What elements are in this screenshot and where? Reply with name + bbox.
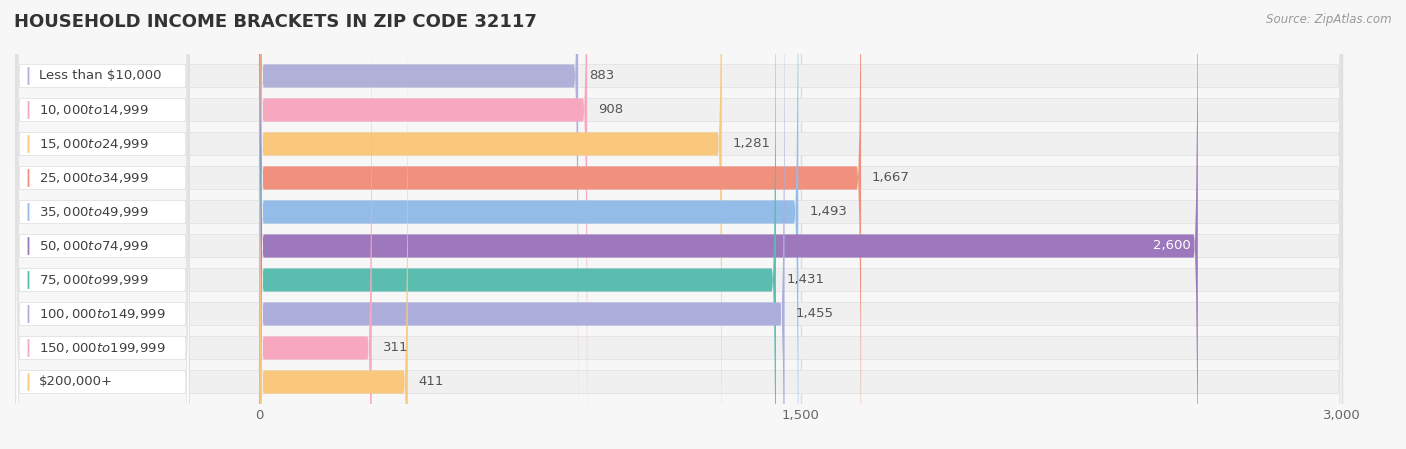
FancyBboxPatch shape — [15, 0, 1343, 449]
FancyBboxPatch shape — [15, 0, 1343, 449]
Text: 311: 311 — [382, 342, 408, 355]
FancyBboxPatch shape — [15, 0, 1343, 449]
FancyBboxPatch shape — [15, 0, 188, 449]
FancyBboxPatch shape — [15, 0, 1343, 449]
FancyBboxPatch shape — [260, 0, 588, 449]
Text: $50,000 to $74,999: $50,000 to $74,999 — [39, 239, 149, 253]
Text: 1,431: 1,431 — [787, 273, 825, 286]
Text: Source: ZipAtlas.com: Source: ZipAtlas.com — [1267, 13, 1392, 26]
FancyBboxPatch shape — [15, 0, 188, 449]
FancyBboxPatch shape — [15, 0, 1343, 449]
FancyBboxPatch shape — [15, 0, 188, 449]
FancyBboxPatch shape — [260, 0, 721, 449]
FancyBboxPatch shape — [15, 0, 188, 449]
FancyBboxPatch shape — [15, 0, 188, 449]
FancyBboxPatch shape — [15, 0, 1343, 449]
Text: 1,667: 1,667 — [872, 172, 910, 185]
FancyBboxPatch shape — [260, 0, 799, 449]
FancyBboxPatch shape — [260, 0, 785, 449]
Text: Less than $10,000: Less than $10,000 — [39, 70, 162, 83]
Text: $150,000 to $199,999: $150,000 to $199,999 — [39, 341, 166, 355]
FancyBboxPatch shape — [15, 0, 188, 449]
Text: 908: 908 — [598, 103, 623, 116]
FancyBboxPatch shape — [15, 0, 188, 449]
Text: $35,000 to $49,999: $35,000 to $49,999 — [39, 205, 149, 219]
FancyBboxPatch shape — [15, 0, 188, 449]
Text: $100,000 to $149,999: $100,000 to $149,999 — [39, 307, 166, 321]
Text: 1,493: 1,493 — [808, 206, 846, 219]
FancyBboxPatch shape — [260, 0, 578, 449]
FancyBboxPatch shape — [260, 0, 1198, 449]
FancyBboxPatch shape — [260, 0, 408, 449]
FancyBboxPatch shape — [15, 0, 1343, 449]
FancyBboxPatch shape — [260, 0, 371, 449]
Text: 1,455: 1,455 — [796, 308, 834, 321]
Text: HOUSEHOLD INCOME BRACKETS IN ZIP CODE 32117: HOUSEHOLD INCOME BRACKETS IN ZIP CODE 32… — [14, 13, 537, 31]
Text: $10,000 to $14,999: $10,000 to $14,999 — [39, 103, 149, 117]
Text: $200,000+: $200,000+ — [39, 375, 114, 388]
FancyBboxPatch shape — [15, 0, 1343, 449]
Text: 411: 411 — [419, 375, 444, 388]
FancyBboxPatch shape — [260, 0, 776, 449]
FancyBboxPatch shape — [15, 0, 188, 449]
FancyBboxPatch shape — [260, 0, 860, 449]
Text: 883: 883 — [589, 70, 614, 83]
FancyBboxPatch shape — [15, 0, 188, 449]
Text: $75,000 to $99,999: $75,000 to $99,999 — [39, 273, 149, 287]
Text: $15,000 to $24,999: $15,000 to $24,999 — [39, 137, 149, 151]
FancyBboxPatch shape — [15, 0, 1343, 449]
Text: 2,600: 2,600 — [1153, 239, 1191, 252]
Text: $25,000 to $34,999: $25,000 to $34,999 — [39, 171, 149, 185]
Text: 1,281: 1,281 — [733, 137, 770, 150]
FancyBboxPatch shape — [15, 0, 1343, 449]
